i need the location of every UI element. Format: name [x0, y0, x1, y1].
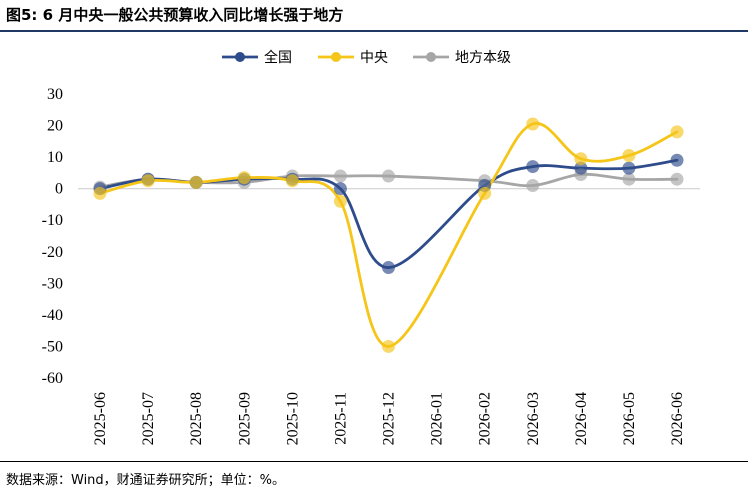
footer-rule [0, 461, 748, 462]
data-point [670, 172, 684, 186]
y-tick-label: 0 [55, 181, 63, 198]
legend: 全国 中央 地方本级 [222, 49, 511, 66]
legend-label: 地方本级 [455, 50, 511, 66]
series-line-1 [98, 122, 679, 348]
data-point [670, 125, 684, 139]
x-tick-label: 2025-10 [284, 392, 301, 445]
series-points [93, 117, 684, 353]
title-rule [0, 30, 748, 32]
legend-swatch-marker [235, 52, 245, 62]
data-point [93, 186, 107, 200]
source-note: 数据来源：Wind，财通证券研究所；单位：%。 [6, 473, 286, 488]
data-point [622, 161, 636, 175]
legend-label: 全国 [264, 49, 292, 66]
data-point [382, 339, 395, 353]
y-tick-label: 10 [47, 149, 63, 166]
data-point [526, 160, 540, 174]
y-tick-label: 20 [47, 118, 63, 135]
data-point [574, 152, 588, 166]
legend-swatch-marker [331, 52, 341, 62]
data-point [333, 194, 347, 208]
data-point [189, 175, 203, 189]
data-point [574, 161, 588, 175]
y-tick-label: -10 [42, 212, 63, 229]
x-tick-label: 2026-01 [429, 392, 446, 445]
x-tick-label: 2025-07 [140, 392, 157, 445]
data-point [622, 149, 636, 163]
legend-label: 中央 [360, 50, 388, 66]
data-point [333, 182, 347, 196]
x-tick-label: 2025-12 [381, 392, 398, 445]
y-tick-label: -40 [42, 307, 63, 324]
y-axis: 30 20 10 0 -10 -20 -30 -40 -50 -60 [42, 86, 63, 387]
x-tick-label: 2025-08 [188, 392, 205, 445]
figure-title: 图5: 6 月中央一般公共预算收入同比增长强于地方 [6, 6, 344, 24]
data-point [141, 174, 155, 188]
data-point [237, 171, 251, 185]
y-tick-label: 30 [47, 86, 63, 103]
x-axis: 2025-06 2025-07 2025-08 2025-09 2025-10 2025-… [92, 392, 686, 445]
data-point [526, 117, 540, 131]
x-tick-label: 2025-06 [92, 392, 109, 445]
x-tick-label: 2026-04 [573, 392, 590, 445]
x-tick-label: 2026-06 [669, 392, 686, 445]
data-point [285, 174, 299, 188]
data-point [333, 169, 347, 183]
y-tick-label: -30 [42, 275, 63, 292]
x-tick-label: 2026-02 [477, 392, 494, 445]
series-lines [98, 122, 679, 348]
x-tick-label: 2025-09 [236, 392, 253, 445]
x-tick-label: 2026-03 [525, 392, 542, 445]
data-point [382, 261, 395, 275]
legend-swatch-marker [426, 52, 436, 62]
data-point [382, 169, 395, 183]
y-tick-label: -20 [42, 244, 63, 261]
x-tick-label: 2025-11 [332, 392, 349, 445]
data-point [670, 153, 684, 167]
data-point [478, 186, 492, 200]
y-tick-label: -60 [42, 370, 63, 387]
data-point [622, 172, 636, 186]
x-tick-label: 2026-05 [621, 392, 638, 445]
data-point [526, 179, 540, 193]
y-tick-label: -50 [42, 338, 63, 355]
